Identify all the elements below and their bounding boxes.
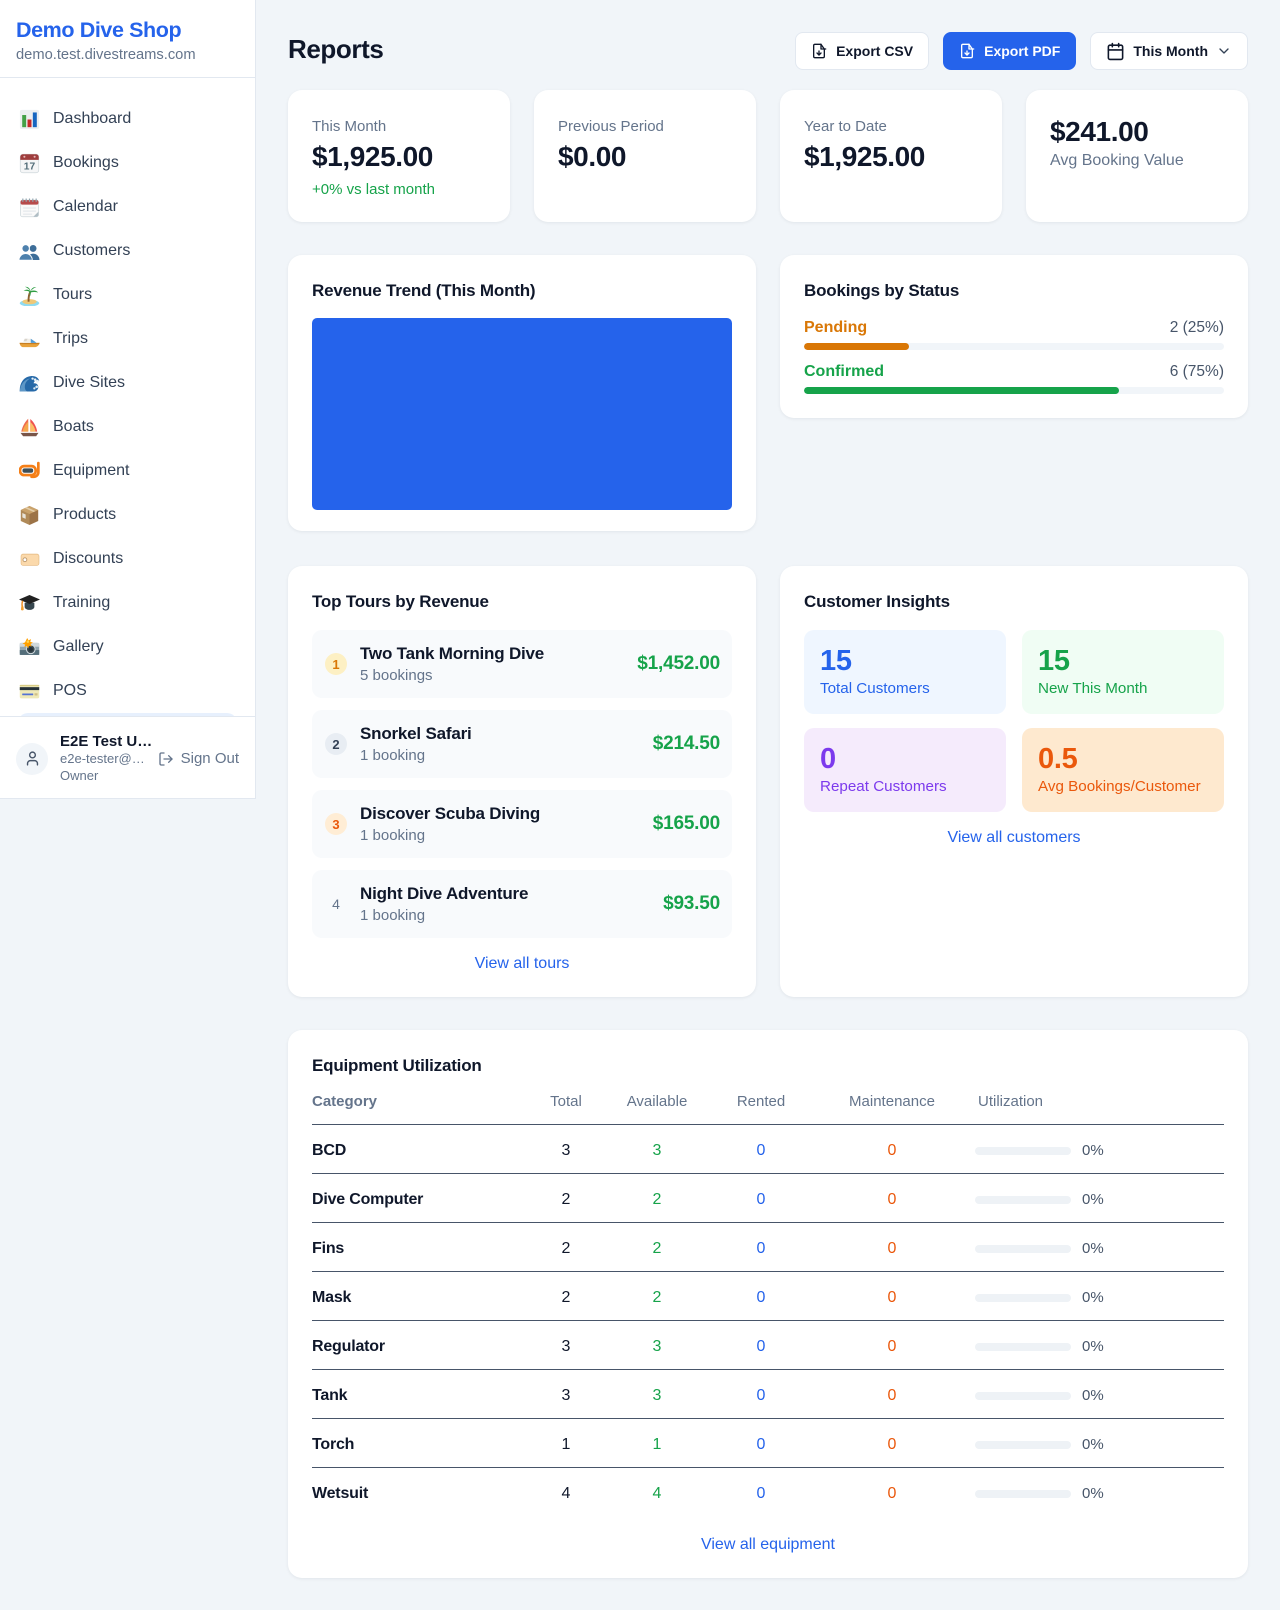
svg-text:17: 17 [24, 161, 36, 172]
